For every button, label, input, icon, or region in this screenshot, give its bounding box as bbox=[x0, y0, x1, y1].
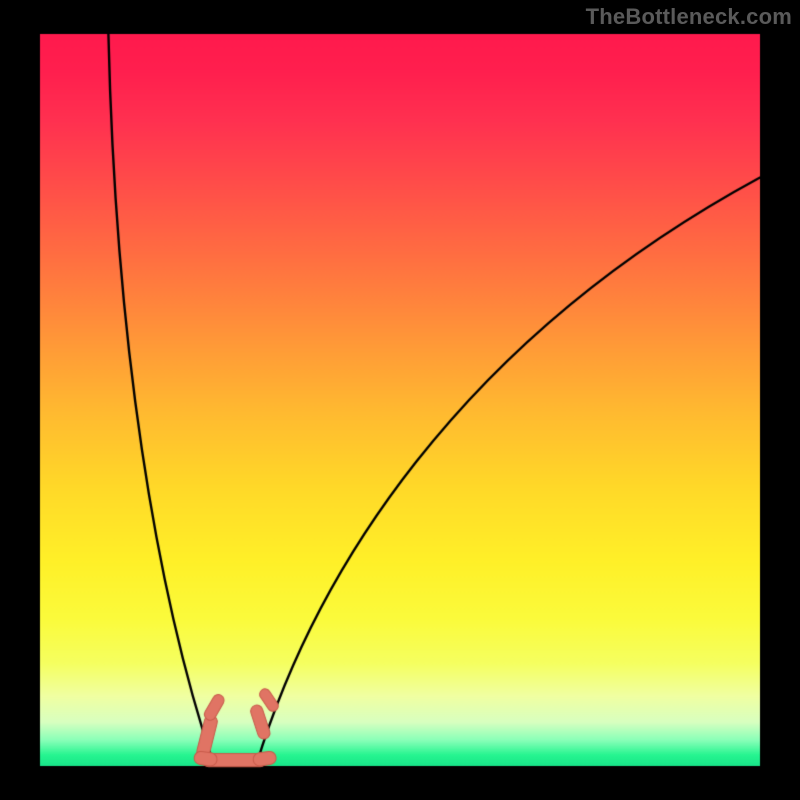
watermark-text: TheBottleneck.com bbox=[586, 4, 792, 30]
chart-root: TheBottleneck.com bbox=[0, 0, 800, 800]
bottleneck-curve-chart bbox=[0, 0, 800, 800]
